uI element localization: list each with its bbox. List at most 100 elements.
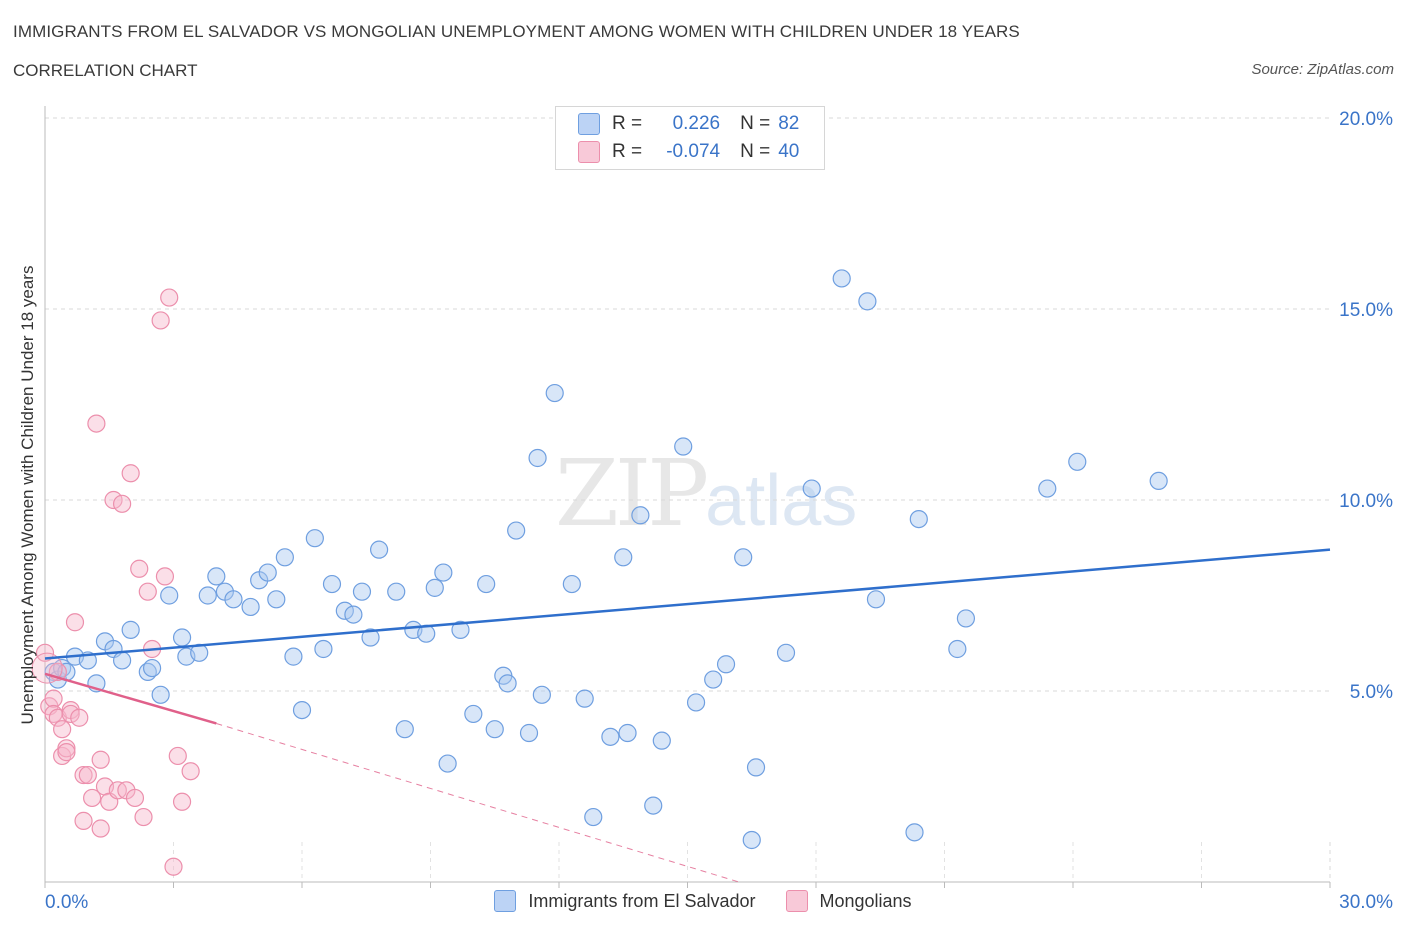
watermark-zip: ZIP (555, 440, 709, 547)
point-mongolians (91, 750, 110, 769)
point-el-salvador (284, 647, 303, 666)
gridlines (45, 117, 1331, 882)
chart-subtitle: CORRELATION CHART (13, 61, 198, 80)
point-el-salvador (674, 437, 693, 456)
point-mongolians (130, 559, 149, 578)
r-label: R = (612, 141, 643, 162)
legend-swatch-mongolians (578, 141, 600, 163)
x-tick-label: 0.0% (45, 892, 88, 913)
point-mongolians (65, 613, 85, 632)
point-el-salvador (507, 521, 526, 540)
point-mongolians (74, 811, 93, 830)
point-el-salvador (1068, 452, 1087, 471)
x-tick-label: 30.0% (1339, 892, 1393, 913)
trend-line-mongolians-extrapolated (216, 722, 740, 883)
point-el-salvador (395, 720, 414, 739)
point-el-salvador (532, 685, 551, 704)
point-mongolians (168, 746, 187, 766)
trend-lines (44, 548, 1331, 883)
point-mongolians (155, 567, 175, 586)
point-mongolians (160, 288, 179, 307)
point-mongolians (112, 494, 132, 513)
point-el-salvador (387, 582, 406, 601)
n-label: N = (740, 141, 771, 162)
point-el-salvador (832, 269, 851, 288)
point-mongolians (78, 765, 97, 785)
point-el-salvador (519, 723, 539, 743)
point-mongolians (151, 311, 170, 330)
point-el-salvador (802, 479, 821, 498)
point-el-salvador (528, 448, 547, 468)
legend-item-mongolians[interactable]: Mongolians (785, 890, 912, 912)
y-tick-label: 5.0% (1350, 682, 1393, 703)
point-mongolians (74, 765, 93, 785)
point-el-salvador (498, 674, 517, 693)
point-mongolians (121, 464, 140, 483)
point-mongolians (104, 490, 123, 510)
point-el-salvador (207, 567, 226, 586)
legend-label-mongolians: Mongolians (819, 890, 912, 911)
point-el-salvador (477, 574, 496, 594)
point-mongolians (138, 582, 157, 601)
point-el-salvador (1149, 471, 1168, 490)
point-mongolians (181, 762, 200, 781)
point-mongolians (53, 720, 72, 739)
point-el-salvador (905, 823, 924, 842)
point-el-salvador (314, 639, 333, 659)
legend-item-el-salvador[interactable]: Immigrants from El Salvador (494, 890, 756, 912)
stats-legend: R = 0.226 N = 82 R = -0.074 N = 40 (555, 106, 825, 170)
legend-swatch-el-salvador (578, 113, 600, 135)
stats-legend-row-el-salvador: R = 0.226 N = 82 (578, 112, 799, 136)
y-tick-label: 10.0% (1339, 491, 1393, 512)
point-el-salvador (451, 620, 470, 639)
point-el-salvador (652, 731, 671, 750)
point-el-salvador (370, 540, 389, 559)
point-el-salvador (258, 563, 277, 582)
point-el-salvador (956, 609, 976, 628)
point-el-salvador (734, 548, 753, 567)
point-mongolians (91, 819, 110, 838)
point-el-salvador (716, 655, 736, 674)
point-el-salvador (352, 582, 372, 601)
point-mongolians (83, 788, 102, 808)
point-el-salvador (275, 548, 294, 567)
point-el-salvador (858, 292, 877, 311)
point-el-salvador (746, 758, 766, 777)
point-mongolians (87, 414, 106, 433)
legend-swatch-el-salvador (494, 890, 517, 912)
watermark: ZIPatlas (555, 440, 857, 547)
point-el-salvador (601, 727, 620, 746)
point-el-salvador (562, 574, 581, 594)
point-el-salvador (160, 586, 179, 605)
point-el-salvador (434, 563, 453, 582)
point-el-salvador (241, 597, 260, 617)
n-value-mongolians: 40 (778, 141, 800, 162)
point-el-salvador (644, 796, 663, 815)
point-el-salvador (322, 574, 342, 594)
point-el-salvador (545, 383, 564, 403)
chart-title: IMMIGRANTS FROM EL SALVADOR VS MONGOLIAN… (13, 22, 1020, 41)
point-el-salvador (1038, 479, 1057, 498)
point-el-salvador (344, 605, 363, 624)
trend-line-el-salvador (44, 548, 1331, 660)
series-legend: Immigrants from El Salvador Mongolians (0, 890, 1406, 912)
point-el-salvador (425, 578, 444, 597)
chart-source: Source: ZipAtlas.com (1251, 61, 1394, 78)
n-value-el-salvador: 82 (778, 113, 800, 134)
point-mongolians (172, 792, 192, 811)
point-el-salvador (631, 506, 650, 525)
point-el-salvador (335, 601, 354, 620)
point-el-salvador (704, 670, 723, 689)
point-el-salvador (909, 509, 928, 529)
point-el-salvador (686, 693, 706, 712)
point-el-salvador (292, 700, 312, 720)
point-mongolians (70, 708, 89, 727)
point-mongolians (44, 689, 63, 708)
point-el-salvador (142, 658, 162, 678)
point-el-salvador (464, 704, 483, 724)
point-mongolians (164, 857, 183, 876)
y-axis-label: Unemployment Among Women with Children U… (18, 265, 37, 725)
point-el-salvador (438, 754, 457, 773)
point-el-salvador (267, 590, 286, 609)
